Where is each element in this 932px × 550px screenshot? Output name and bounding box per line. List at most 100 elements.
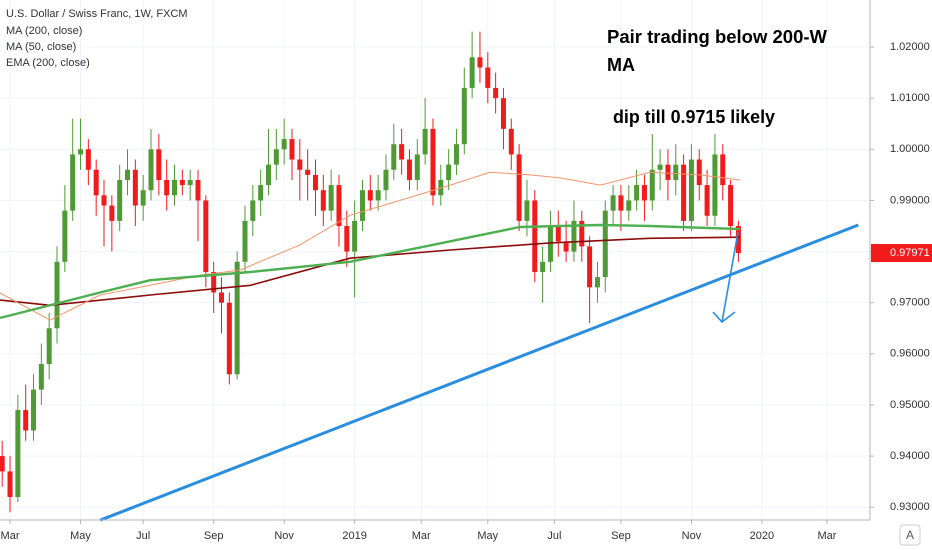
candle-body bbox=[649, 169, 655, 201]
y-tick-label: 0.93000 bbox=[890, 501, 930, 513]
candle-body bbox=[93, 169, 99, 196]
candle-body bbox=[148, 149, 154, 191]
ma-line bbox=[0, 171, 741, 321]
grid bbox=[0, 0, 870, 520]
candle-body bbox=[681, 164, 687, 221]
candle-body bbox=[117, 179, 123, 221]
axis-button-label[interactable]: A bbox=[906, 528, 914, 542]
candle-body bbox=[320, 190, 326, 211]
candle-body bbox=[352, 220, 358, 252]
candle-body bbox=[265, 164, 271, 186]
candle-body bbox=[422, 128, 428, 155]
y-tick-label: 1.01000 bbox=[890, 92, 930, 104]
trendline bbox=[99, 223, 859, 522]
candle-body bbox=[132, 169, 138, 206]
x-tick-label: Nov bbox=[682, 530, 702, 542]
annotation: Pair trading below 200-W bbox=[607, 27, 827, 47]
last-price-label: 0.97971 bbox=[890, 247, 930, 259]
candle-body bbox=[641, 185, 647, 201]
candle-body bbox=[156, 149, 162, 180]
x-tick-label: Sep bbox=[611, 530, 631, 542]
x-tick-label: Jul bbox=[136, 530, 150, 542]
legend-item: MA (200, close) bbox=[6, 25, 82, 37]
y-tick-label: 1.02000 bbox=[890, 41, 930, 53]
candle-body bbox=[414, 154, 420, 180]
candle-body bbox=[524, 200, 530, 221]
candle-body bbox=[344, 225, 350, 252]
candle-body bbox=[453, 144, 459, 165]
ma-line bbox=[0, 236, 741, 307]
candle-body bbox=[0, 456, 5, 472]
candle-body bbox=[85, 149, 91, 170]
legend-item: EMA (200, close) bbox=[6, 57, 90, 69]
annotation: MA bbox=[607, 55, 635, 75]
candle-body bbox=[720, 154, 726, 186]
candle-body bbox=[532, 200, 538, 273]
candle-body bbox=[242, 220, 248, 262]
candle-body bbox=[172, 179, 178, 196]
candle-body bbox=[461, 87, 467, 145]
candle-body bbox=[328, 185, 334, 211]
x-tick-label: 2020 bbox=[750, 530, 774, 542]
candle-body bbox=[109, 205, 115, 221]
candle-body bbox=[391, 144, 397, 170]
candle-body bbox=[125, 169, 131, 180]
candle-body bbox=[305, 169, 311, 175]
candle-body bbox=[688, 159, 694, 221]
candle-body bbox=[704, 185, 710, 216]
candle-body bbox=[31, 389, 37, 431]
candle-body bbox=[446, 164, 452, 180]
candle-body bbox=[383, 169, 389, 191]
x-tick-label: Nov bbox=[274, 530, 294, 542]
candle-body bbox=[289, 139, 295, 160]
candle-body bbox=[657, 164, 663, 170]
y-tick-label: 0.94000 bbox=[890, 450, 930, 462]
candle-body bbox=[38, 364, 44, 390]
y-tick-label: 0.95000 bbox=[890, 399, 930, 411]
candle-body bbox=[234, 261, 240, 375]
candle-body bbox=[508, 128, 514, 155]
candle-body bbox=[273, 149, 279, 165]
candle-body bbox=[281, 139, 287, 150]
x-tick-label: Mar bbox=[817, 530, 836, 542]
candle-body bbox=[540, 261, 546, 273]
candle-body bbox=[23, 410, 29, 431]
candle-body bbox=[696, 159, 702, 186]
candle-body bbox=[187, 179, 193, 186]
candle-body bbox=[312, 174, 318, 191]
candle-body bbox=[610, 195, 616, 211]
candle-body bbox=[195, 179, 201, 201]
candle-body bbox=[728, 185, 734, 226]
ma-line bbox=[0, 223, 741, 320]
candle-body bbox=[626, 200, 632, 211]
x-tick-label: May bbox=[70, 530, 91, 542]
candle-body bbox=[297, 159, 303, 170]
y-tick-label: 0.96000 bbox=[890, 348, 930, 360]
candle-body bbox=[15, 410, 21, 497]
candle-body bbox=[336, 185, 342, 226]
candle-body bbox=[7, 471, 13, 497]
candle-body bbox=[618, 195, 624, 211]
candle-body bbox=[211, 272, 217, 293]
x-tick-label: May bbox=[477, 530, 498, 542]
candle-body bbox=[634, 185, 640, 201]
candle-body bbox=[226, 302, 232, 375]
candle-body bbox=[258, 185, 264, 201]
x-tick-label: 2019 bbox=[342, 530, 366, 542]
candle-body bbox=[78, 149, 84, 155]
annotation: dip till 0.9715 likely bbox=[613, 107, 775, 127]
candle-body bbox=[399, 144, 405, 160]
axis-button[interactable] bbox=[899, 524, 921, 546]
candle-body bbox=[712, 154, 718, 216]
candle-body bbox=[406, 159, 412, 180]
candle-body bbox=[218, 292, 224, 303]
candle-body bbox=[579, 220, 585, 247]
candle-body bbox=[469, 57, 475, 88]
y-tick-label: 0.97000 bbox=[890, 297, 930, 309]
candle-body bbox=[485, 67, 491, 88]
candle-body bbox=[62, 210, 68, 262]
candle-body bbox=[179, 179, 185, 186]
candle-body bbox=[54, 261, 60, 329]
candle-body bbox=[430, 128, 436, 196]
